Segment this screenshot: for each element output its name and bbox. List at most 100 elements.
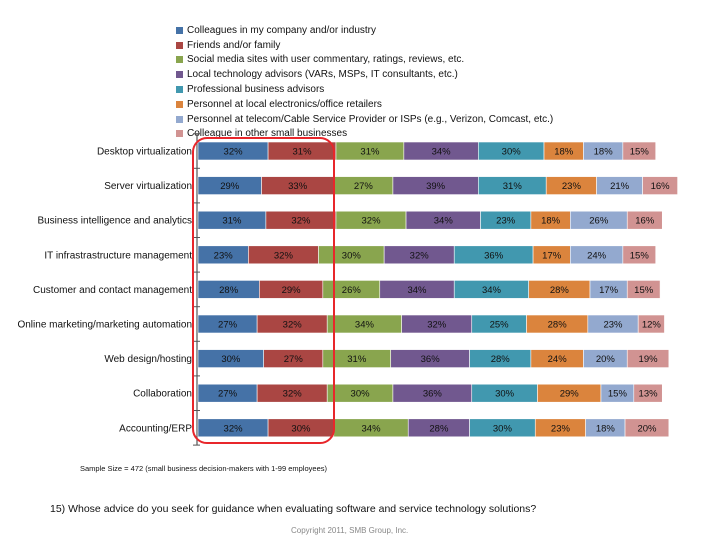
data-label: 23%	[603, 320, 623, 331]
category-label: Accounting/ERP	[119, 423, 192, 434]
data-label: 27%	[354, 181, 374, 192]
data-label: 15%	[630, 250, 650, 261]
data-label: 21%	[610, 181, 630, 192]
legend-swatch	[176, 56, 183, 64]
data-label: 23%	[562, 181, 582, 192]
legend-label: Colleague in other small businesses	[187, 128, 348, 140]
data-label: 32%	[427, 320, 447, 331]
data-label: 28%	[219, 285, 239, 296]
bar-segment	[622, 141, 657, 161]
bar-segment	[637, 314, 665, 334]
category-label: Online marketing/marketing automation	[17, 320, 192, 331]
legend-item: Colleagues in my company and/or industry	[176, 23, 553, 38]
data-label: 34%	[432, 147, 452, 158]
data-label: 31%	[222, 216, 242, 227]
data-label: 34%	[434, 216, 454, 227]
data-label: 23%	[551, 423, 571, 434]
legend-label: Professional business advisors	[187, 84, 325, 96]
legend-label: Friends and/or family	[187, 39, 281, 51]
data-label: 31%	[293, 147, 313, 158]
stacked-bar-chart: Desktop virtualization 32% 31% 31% 34% 30% 18%…	[17, 133, 678, 446]
data-label: 15%	[630, 147, 650, 158]
data-label: 36%	[484, 250, 504, 261]
bar-segment	[622, 245, 657, 265]
data-label: 32%	[362, 216, 382, 227]
data-label: 32%	[410, 250, 430, 261]
chart-legend: Colleagues in my company and/or industry…	[176, 23, 553, 141]
bar-segment	[626, 280, 661, 299]
data-label: 36%	[421, 354, 441, 365]
category-label: Desktop virtualization	[97, 147, 192, 158]
category-label: IT infrastrastructure management	[44, 250, 192, 261]
data-label: 30%	[342, 250, 362, 261]
data-label: 32%	[274, 250, 294, 261]
legend-item: Local technology advisors (VARs, MSPs, I…	[176, 67, 553, 82]
legend-swatch	[176, 115, 183, 123]
data-label: 23%	[496, 216, 516, 227]
survey-question: 15) Whose advice do you seek for guidanc…	[50, 503, 537, 515]
data-label: 31%	[503, 181, 523, 192]
data-label: 28%	[548, 320, 568, 331]
data-label: 15%	[634, 285, 654, 296]
bar-segment	[626, 349, 670, 368]
data-label: 34%	[407, 285, 427, 296]
legend-swatch	[176, 26, 183, 34]
data-label: 18%	[594, 147, 614, 158]
highlight-box	[192, 137, 335, 444]
data-label: 27%	[218, 320, 238, 331]
bar-segment	[642, 176, 678, 195]
legend-swatch	[176, 130, 183, 138]
legend-item: Friends and/or family	[176, 38, 553, 53]
category-label: Customer and contact management	[33, 285, 192, 296]
data-label: 36%	[423, 389, 443, 400]
data-label: 28%	[429, 423, 449, 434]
legend-item: Professional business advisors	[176, 82, 553, 97]
data-label: 18%	[541, 216, 561, 227]
data-label: 34%	[355, 320, 375, 331]
data-label: 32%	[283, 389, 303, 400]
data-label: 32%	[224, 147, 244, 158]
data-label: 28%	[491, 354, 511, 365]
data-label: 29%	[560, 389, 580, 400]
data-label: 25%	[490, 320, 510, 331]
legend-label: Local technology advisors (VARs, MSPs, I…	[187, 69, 458, 81]
legend-item: Social media sites with user commentary,…	[176, 53, 553, 68]
legend-item: Colleague in other small businesses	[176, 127, 553, 142]
data-label: 30%	[221, 354, 241, 365]
data-label: 39%	[426, 181, 446, 192]
data-label: 20%	[596, 354, 616, 365]
data-label: 32%	[291, 216, 311, 227]
legend-label: Colleagues in my company and/or industry	[187, 24, 376, 36]
legend-label: Personnel at local electronics/office re…	[187, 98, 382, 110]
legend-swatch	[176, 86, 183, 94]
data-label: 30%	[502, 147, 522, 158]
data-label: 34%	[362, 423, 382, 434]
category-label: Collaboration	[133, 389, 192, 400]
sample-size-note: Sample Size = 472 (small business decisi…	[80, 464, 327, 473]
category-label: Business intelligence and analytics	[37, 216, 192, 227]
data-label: 26%	[342, 285, 362, 296]
data-label: 16%	[651, 181, 671, 192]
data-label: 24%	[548, 354, 568, 365]
legend-swatch	[176, 100, 183, 108]
data-label: 24%	[587, 250, 607, 261]
data-label: 15%	[608, 389, 628, 400]
data-label: 26%	[589, 216, 609, 227]
data-label: 17%	[599, 285, 619, 296]
data-label: 18%	[596, 423, 616, 434]
bar-segment	[626, 210, 663, 230]
legend-swatch	[176, 71, 183, 79]
legend-item: Personnel at local electronics/office re…	[176, 97, 553, 112]
data-label: 32%	[224, 423, 244, 434]
data-label: 31%	[360, 147, 380, 158]
data-label: 16%	[635, 216, 655, 227]
data-label: 34%	[482, 285, 502, 296]
data-label: 31%	[347, 354, 367, 365]
data-label: 13%	[639, 389, 659, 400]
legend-item: Personnel at telecom/Cable Service Provi…	[176, 112, 553, 127]
data-label: 29%	[282, 285, 302, 296]
data-label: 20%	[637, 423, 657, 434]
data-label: 27%	[284, 354, 304, 365]
bar-segment	[633, 383, 663, 403]
data-label: 29%	[220, 181, 240, 192]
